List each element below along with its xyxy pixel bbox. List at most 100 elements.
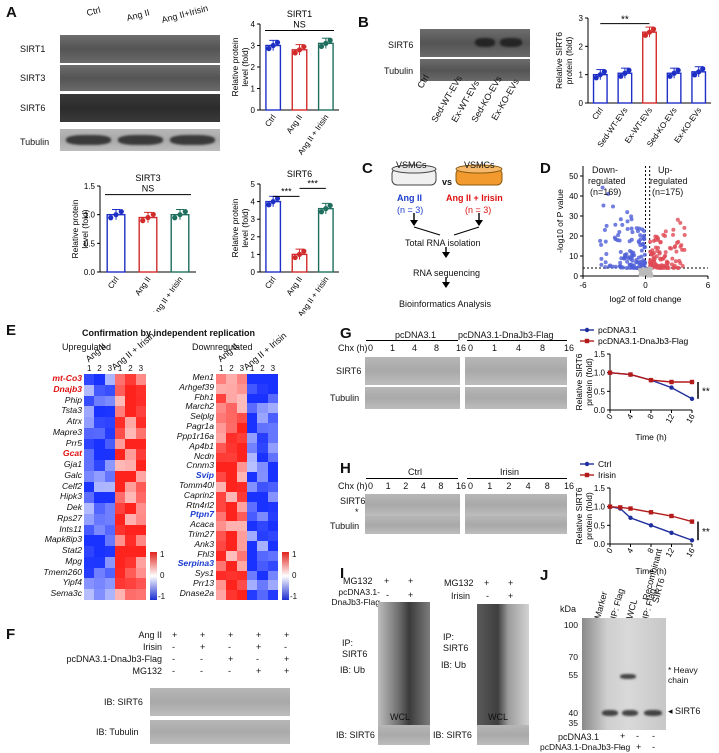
heatmap-cell	[84, 535, 95, 547]
point-up	[671, 232, 676, 237]
e-down-title: Downregulated	[192, 342, 253, 352]
i-l-ib: IB: Ub	[340, 665, 366, 675]
time-label: 16	[456, 481, 467, 491]
i-r-c1: MG132	[444, 578, 474, 588]
heatmap-cell	[226, 560, 237, 571]
heatmap-cell	[246, 491, 258, 502]
heatmap-cell	[125, 384, 136, 396]
series-point	[669, 379, 674, 385]
bar	[265, 200, 282, 273]
data-point	[692, 72, 698, 78]
time-label: 1	[390, 343, 396, 353]
heatmap-cell	[114, 524, 126, 536]
heatmap-cell	[94, 406, 105, 418]
d-down2: regulated	[588, 176, 626, 186]
data-point	[671, 70, 677, 76]
y-tick-label: 30	[569, 212, 578, 221]
heatmap-cell	[114, 556, 126, 568]
heatmap-cell	[114, 546, 126, 557]
a-blot-sirt6	[60, 94, 220, 122]
gene-label: March2	[185, 401, 214, 412]
y-tick-label: 0.0	[594, 406, 606, 415]
heatmap-cell	[135, 589, 146, 600]
g-blot-tubulin-b	[465, 387, 567, 409]
h-hdr2: Irisin	[500, 467, 520, 477]
y-tick-label: 1	[251, 250, 256, 259]
point-down	[629, 226, 634, 231]
gene-label: Prr5	[65, 437, 82, 448]
heatmap-cell	[246, 442, 258, 453]
data-point	[597, 72, 603, 78]
point-up	[682, 225, 687, 230]
point-up	[682, 233, 687, 238]
heatmap-cell	[226, 511, 237, 522]
panel-letter-a: A	[6, 4, 17, 21]
heatmap-cell	[104, 589, 115, 600]
heatmap-cell	[257, 452, 268, 463]
sig-label: NS	[293, 19, 306, 29]
heatmap-cell	[257, 531, 268, 542]
heatmap-cell	[216, 423, 227, 433]
point-down	[615, 238, 620, 243]
heatmap-cell	[135, 546, 146, 557]
y-tick-label: 1	[579, 71, 584, 80]
heatmap-cell	[226, 501, 237, 512]
heatmap-cell	[267, 403, 278, 414]
gene-label: Rps27	[57, 512, 82, 523]
y-tick-label: 3	[251, 42, 256, 51]
f-sign: -	[228, 642, 231, 652]
i-r-blot-wcl	[477, 725, 529, 745]
heatmap-cell	[84, 567, 95, 579]
bar	[317, 207, 334, 273]
data-point	[296, 47, 303, 53]
point-up	[663, 253, 668, 258]
heatmap-cell	[257, 462, 268, 473]
data-point	[323, 206, 329, 212]
heatmap-cell	[104, 492, 115, 504]
heatmap-cell	[267, 383, 278, 394]
f-sign: +	[284, 666, 290, 676]
legend-label: Ctrl	[598, 459, 611, 469]
f-sign: +	[200, 642, 206, 652]
f-sign: -	[172, 642, 175, 652]
gene-label: Ank3	[194, 538, 214, 549]
point-down	[629, 214, 634, 219]
gene-label: Gja1	[63, 459, 82, 469]
h-chx: Chx (h)	[338, 481, 368, 491]
heatmap-cell	[94, 427, 105, 439]
x-tick-label: 12	[664, 412, 677, 425]
f-sign: +	[172, 630, 178, 640]
heatmap-cell	[135, 374, 146, 385]
heatmap-cell	[125, 535, 136, 547]
heatmap-cell	[114, 513, 126, 525]
heatmap-cell	[84, 503, 95, 514]
time-label: 8	[540, 343, 546, 353]
b-blot-tubulin	[420, 59, 530, 81]
heatmap-cell	[84, 427, 95, 439]
heatmap-cell	[216, 521, 227, 532]
f-cond-label: pcDNA3.1-DnaJb3-Flag	[66, 654, 162, 664]
point-up	[652, 260, 657, 265]
time-label: 0	[368, 481, 374, 491]
time-label: 16	[456, 343, 467, 353]
point-down	[642, 252, 647, 257]
point-down	[642, 245, 647, 250]
panel-letter-d: D	[540, 160, 551, 177]
point-down	[632, 265, 637, 270]
heatmap-cell	[125, 427, 136, 439]
point-down	[619, 256, 624, 261]
data-point	[646, 29, 653, 35]
heatmap-cell	[257, 580, 268, 591]
f-sign: +	[256, 642, 262, 652]
heatmap-cell	[216, 531, 227, 542]
bar	[106, 213, 126, 273]
heatmap-cell	[125, 556, 136, 568]
f-sign: -	[172, 666, 175, 676]
heatmap-cell	[267, 590, 278, 600]
marker-label: 55	[568, 670, 578, 680]
heatmap-cell	[216, 501, 227, 512]
heatmap-cell	[94, 384, 105, 396]
g-blot-tubulin-a	[365, 387, 460, 409]
gene-label: Tmem260	[43, 566, 82, 577]
